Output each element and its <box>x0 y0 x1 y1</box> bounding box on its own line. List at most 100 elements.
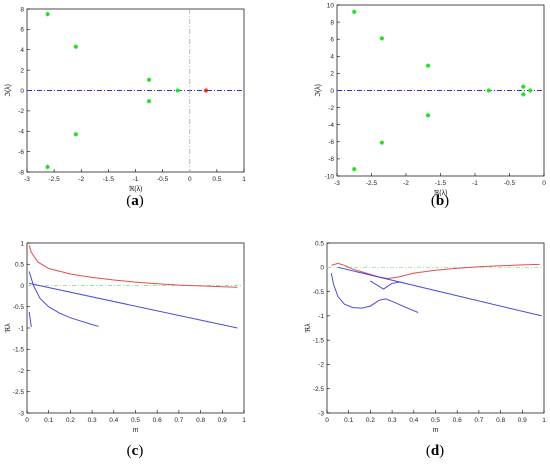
y-tick-label: 4 <box>330 54 334 61</box>
series-line-1 <box>331 262 540 280</box>
scatter-point <box>175 88 181 93</box>
x-tick-label: 0 <box>188 176 192 183</box>
x-tick-label: 0.5 <box>131 417 140 424</box>
scatter-point <box>379 140 385 145</box>
y-tick-label: 6 <box>330 37 334 44</box>
x-tick-label: -2.5 <box>366 180 378 187</box>
scatter-point <box>379 36 385 41</box>
panel-1: -3 -2.5 -2 -1.5 -1 -0.5 0 0.5 1 -8 -6 -4 -2 0 2 4 6 8 ℜ(λ)… <box>4 6 246 209</box>
x-tick-label: 0.8 <box>196 417 205 424</box>
y-tick-label: 0 <box>20 283 24 290</box>
x-tick-label: 0.7 <box>174 417 183 424</box>
x-tick-label: 0.2 <box>66 417 75 424</box>
x-axis-label: m <box>433 427 439 434</box>
scatter-point <box>352 9 357 15</box>
x-tick-label: 0.2 <box>366 417 375 424</box>
y-tick-label: -8 <box>18 169 24 176</box>
y-tick-label: -2 <box>328 105 334 112</box>
y-tick-label: 0.5 <box>315 240 324 247</box>
x-tick-label: 0 <box>25 417 29 424</box>
panel-tag: (a) <box>126 193 144 209</box>
x-tick-label: 0.5 <box>431 417 440 424</box>
y-tick-label: 0 <box>320 265 324 272</box>
y-tick-label: 6 <box>20 27 24 34</box>
y-tick-label: -1 <box>18 325 24 332</box>
y-tick-label: 4 <box>20 47 24 54</box>
y-tick-label: -0.5 <box>13 304 25 311</box>
scatter-point <box>45 164 50 170</box>
scatter-point <box>486 88 491 93</box>
x-tick-label: -0.5 <box>157 176 169 183</box>
scatter-point <box>352 166 357 172</box>
y-tick-label: -2.5 <box>313 386 325 393</box>
scatter-point <box>203 88 209 93</box>
series-line-2 <box>337 266 542 317</box>
y-tick-label: 2 <box>330 71 334 78</box>
y-tick-label: -2 <box>18 108 24 115</box>
panel-2: -3 -2.5 -2 -1.5 -1 -0.5 0 -10 -8 -6 -4 -2 0 2 4 6 8 10 ℜ(λ… <box>314 2 546 209</box>
series-line-1 <box>28 244 238 288</box>
y-tick-label: -2.5 <box>13 389 25 396</box>
panel-tag: (d) <box>426 443 444 459</box>
y-tick-label: -6 <box>18 149 24 156</box>
scatter-point <box>521 92 526 97</box>
x-tick-label: 0.5 <box>212 176 221 183</box>
panel-3: 0 0.1 0.2 0.3 0.4 0.5 0.6 0.7 0.8 0.9 1 -3 -2.5 -2 -1.… <box>4 240 246 459</box>
y-tick-label: 10 <box>327 2 335 9</box>
scatter-point <box>73 132 79 137</box>
y-tick-label: -6 <box>328 139 334 146</box>
scatter-point <box>45 11 50 17</box>
x-tick-label: -2 <box>403 180 409 187</box>
panel-tag: (b) <box>431 193 449 209</box>
x-tick-label: -1 <box>472 180 478 187</box>
x-axis-label: m <box>133 427 139 434</box>
x-tick-label: 0.7 <box>474 417 483 424</box>
y-tick-label: 2 <box>20 67 24 74</box>
scatter-point <box>73 44 79 49</box>
series-line-2 <box>29 282 238 329</box>
y-axis-label: ℑ(λ) <box>314 84 322 97</box>
y-tick-label: -3 <box>318 410 324 417</box>
y-axis-label: ℑ(λ) <box>4 84 12 97</box>
y-tick-label: -0.5 <box>313 289 325 296</box>
x-tick-label: 0.1 <box>344 417 353 424</box>
x-tick-label: 0.8 <box>496 417 505 424</box>
x-tick-label: 0.6 <box>153 417 162 424</box>
y-tick-label: -4 <box>18 129 24 136</box>
x-tick-label: 0.9 <box>218 417 227 424</box>
x-tick-label: -2.5 <box>49 176 61 183</box>
x-tick-label: 0.4 <box>409 417 418 424</box>
x-tick-label: -1 <box>133 176 139 183</box>
y-tick-label: 0 <box>330 88 334 95</box>
x-tick-label: 1 <box>242 417 246 424</box>
axes-box <box>26 242 245 414</box>
y-tick-label: -8 <box>328 156 334 163</box>
y-tick-label: 0 <box>20 88 24 95</box>
scatter-point <box>146 98 152 104</box>
x-tick-label: -3 <box>334 180 340 187</box>
series-line-4 <box>370 280 401 290</box>
x-tick-label: -2 <box>78 176 84 183</box>
series-line-4 <box>28 311 32 328</box>
x-tick-label: -3 <box>24 176 30 183</box>
x-axis-label: ℜ(λ) <box>434 189 448 197</box>
x-tick-label: 1 <box>542 417 546 424</box>
x-tick-label: 1 <box>242 176 246 183</box>
y-axis-label: ℜλ <box>304 323 312 333</box>
y-tick-label: -1.5 <box>313 337 325 344</box>
x-tick-label: 0.3 <box>88 417 97 424</box>
x-tick-label: 0.4 <box>109 417 118 424</box>
x-tick-label: -1.5 <box>103 176 115 183</box>
x-tick-label: 0.6 <box>453 417 462 424</box>
x-tick-label: 0 <box>325 417 329 424</box>
y-axis-label: ℜλ <box>4 323 12 333</box>
x-tick-label: 0.1 <box>44 417 53 424</box>
y-tick-label: -1 <box>318 313 324 320</box>
scatter-point <box>521 84 526 89</box>
series-line-3 <box>28 271 99 327</box>
scatter-point <box>528 88 533 93</box>
y-tick-label: 0.5 <box>15 262 24 269</box>
scatter-point <box>146 77 152 83</box>
panel-4: 0 0.1 0.2 0.3 0.4 0.5 0.6 0.7 0.8 0.9 1 -3 -2.5 -2 -1.… <box>304 240 546 459</box>
